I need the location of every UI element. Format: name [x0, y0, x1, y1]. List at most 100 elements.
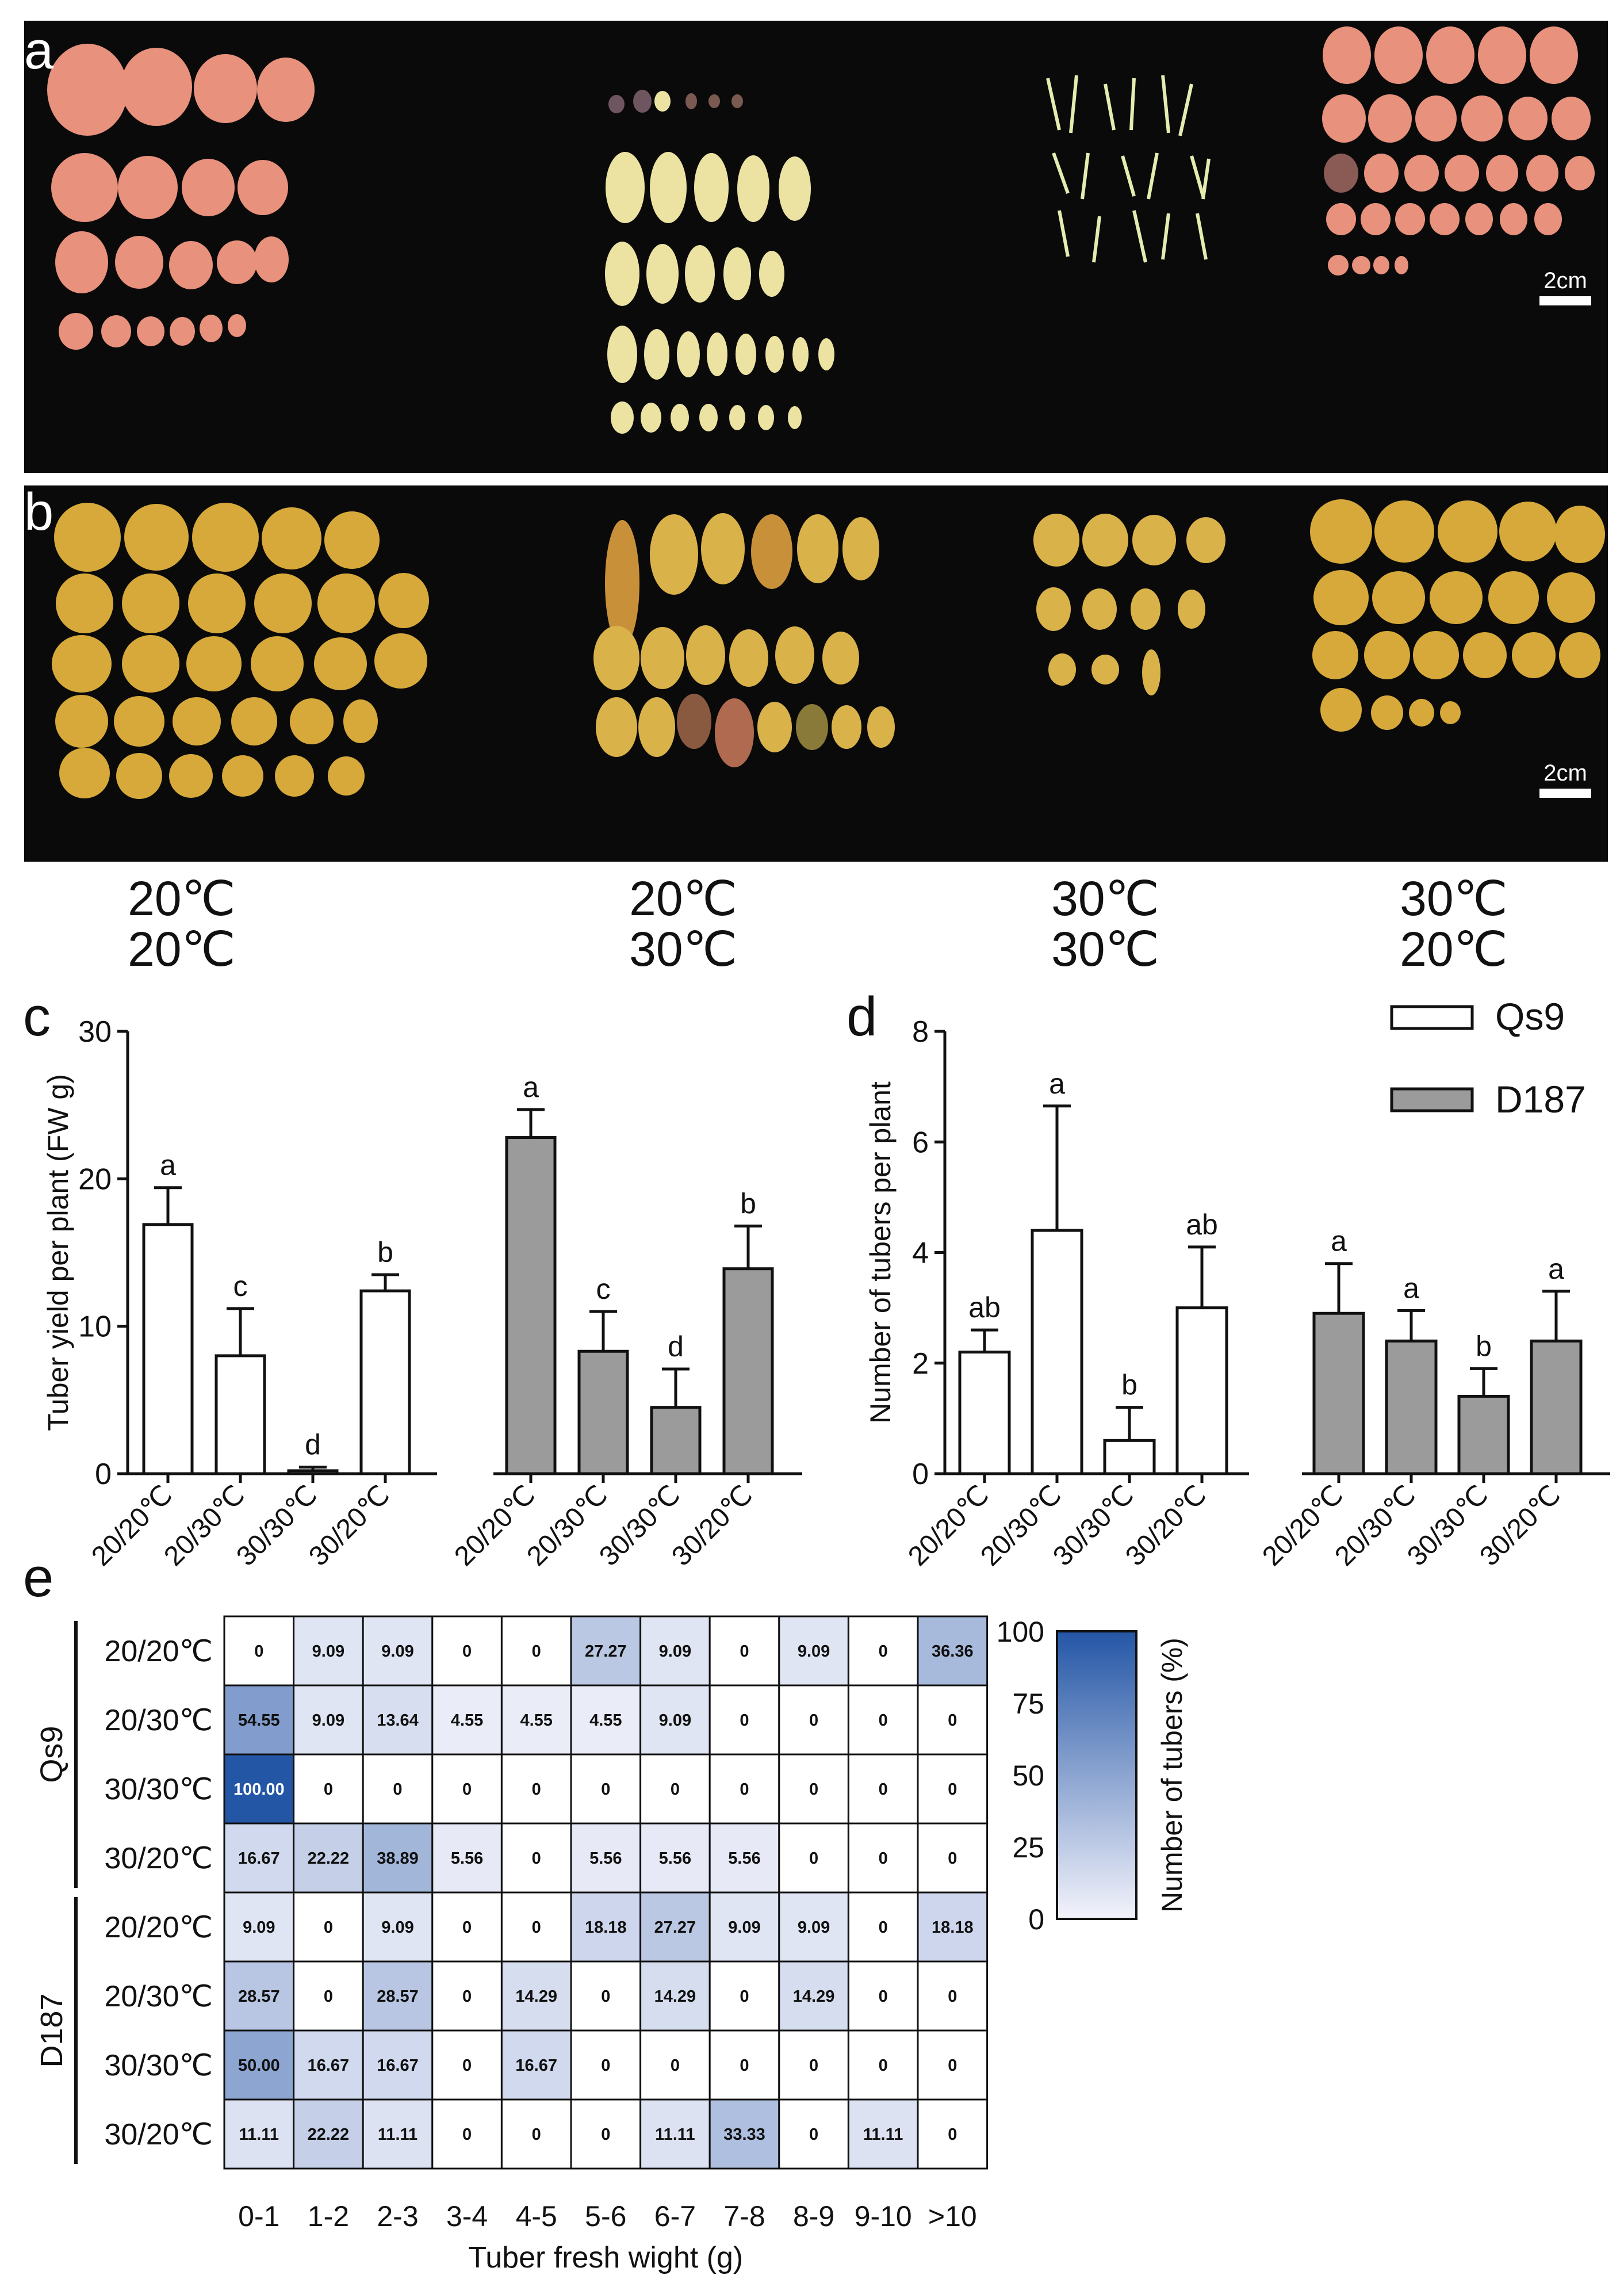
heat-value-Qs9-2-1: 0 — [324, 1780, 333, 1799]
tuber-group-b-4 — [1310, 499, 1605, 732]
legend-swatch-qs9 — [1390, 1005, 1474, 1030]
heat-col-label-0: 0-1 — [238, 2200, 279, 2232]
bar-c-Qs9-3 — [359, 1289, 411, 1475]
x-tick-label-c-Qs9-2: 30/30℃ — [231, 1479, 323, 1572]
heat-value-Qs9-2-9: 0 — [879, 1780, 888, 1799]
heat-cell-Qs9-3-3 — [431, 1822, 503, 1894]
heat-value-Qs9-0-6: 9.09 — [659, 1642, 691, 1661]
heat-cell-Qs9-1-4 — [500, 1684, 572, 1756]
heat-cell-D187-0-10 — [917, 1891, 989, 1963]
legend-label-qs9: Qs9 — [1495, 995, 1565, 1038]
y-tick-label-c-0: 0 — [95, 1458, 112, 1491]
heat-value-D187-2-0: 50.00 — [238, 2056, 280, 2075]
heat-value-D187-0-5: 18.18 — [585, 1918, 627, 1937]
heat-value-D187-1-2: 28.57 — [377, 1987, 419, 2006]
heat-row-label-D187-0: 20/20℃ — [104, 1911, 213, 1944]
group-label-Qs9: Qs9 — [35, 1726, 69, 1783]
heat-value-Qs9-3-4: 0 — [532, 1849, 541, 1868]
y-tick-label-c-1: 10 — [78, 1310, 112, 1344]
heat-cell-Qs9-1-2 — [362, 1684, 434, 1756]
heat-cell-D187-1-1 — [293, 1960, 364, 2032]
x-tick-label-c-Qs9-3: 30/20℃ — [303, 1479, 396, 1572]
y-tick-label-d-3: 6 — [912, 1126, 929, 1159]
heat-value-Qs9-3-8: 0 — [809, 1849, 818, 1868]
heat-col-label-4: 4-5 — [516, 2200, 557, 2232]
heat-cell-Qs9-3-4 — [500, 1822, 572, 1894]
heat-cell-Qs9-0-8 — [778, 1615, 849, 1687]
condition-label-1-line2: 20℃ — [128, 922, 236, 977]
heat-value-Qs9-3-7: 5.56 — [728, 1849, 760, 1868]
heat-value-Qs9-2-4: 0 — [532, 1780, 541, 1799]
heat-value-Qs9-2-3: 0 — [462, 1780, 472, 1799]
colorbar — [1056, 1630, 1137, 1920]
heat-value-D187-2-7: 0 — [740, 2056, 749, 2075]
bar-d-D187-1 — [1385, 1339, 1438, 1475]
heat-value-D187-3-4: 0 — [532, 2125, 541, 2144]
heat-cell-Qs9-3-8 — [778, 1822, 849, 1894]
heat-value-D187-2-4: 16.67 — [515, 2056, 557, 2075]
heat-value-Qs9-0-8: 9.09 — [798, 1642, 830, 1661]
condition-label-3-line2: 30℃ — [1051, 922, 1159, 977]
heat-cell-D187-3-2 — [362, 2098, 434, 2170]
heat-value-D187-2-5: 0 — [601, 2056, 610, 2075]
colorbar-tick-label-4: 100 — [997, 1616, 1044, 1648]
photo-panel-b: b 2cm — [24, 483, 1608, 862]
heat-cell-D187-1-5 — [570, 1960, 642, 2032]
tuber-group-b-1 — [52, 503, 429, 799]
colorbar-tick-label-1: 25 — [1012, 1831, 1044, 1864]
heat-value-D187-0-10: 18.18 — [932, 1918, 974, 1937]
heat-value-D187-2-1: 16.67 — [308, 2056, 350, 2075]
x-tick-label-d-D187-2: 30/30℃ — [1401, 1479, 1494, 1572]
heat-cell-Qs9-0-10 — [917, 1615, 989, 1687]
bar-c-D187-0 — [505, 1136, 557, 1475]
heat-cell-Qs9-3-6 — [639, 1822, 711, 1894]
tuber-group-b-3 — [1033, 514, 1225, 695]
heat-cell-D187-2-0 — [223, 2029, 295, 2101]
heat-row-label-Qs9-3: 30/20℃ — [104, 1842, 213, 1875]
condition-label-4-line2: 20℃ — [1400, 922, 1508, 977]
heat-value-D187-0-3: 0 — [462, 1918, 472, 1937]
heat-cell-Qs9-1-8 — [778, 1684, 849, 1756]
heat-value-Qs9-1-5: 4.55 — [589, 1711, 622, 1730]
heat-cell-Qs9-2-7 — [708, 1753, 780, 1825]
heat-row-label-Qs9-0: 20/20℃ — [104, 1635, 213, 1668]
heat-cell-D187-3-3 — [431, 2098, 503, 2170]
sig-letter-c-D187-2: d — [668, 1330, 684, 1363]
heat-value-Qs9-3-9: 0 — [879, 1849, 888, 1868]
heat-value-D187-2-8: 0 — [809, 2056, 818, 2075]
heat-value-D187-1-3: 0 — [462, 1987, 472, 2006]
heat-col-label-6: 6-7 — [654, 2200, 696, 2232]
x-tick-label-d-Qs9-0: 20/20℃ — [902, 1479, 995, 1572]
heat-value-D187-0-2: 9.09 — [381, 1918, 413, 1937]
sig-letter-d-Qs9-0: ab — [968, 1291, 1001, 1324]
heat-cell-D187-0-4 — [500, 1891, 572, 1963]
panel-letter-b: b — [24, 483, 54, 541]
bar-c-Qs9-2 — [287, 1469, 339, 1475]
heat-col-label-5: 5-6 — [585, 2200, 626, 2232]
heat-value-Qs9-0-4: 0 — [532, 1642, 541, 1661]
heat-cell-Qs9-2-2 — [362, 1753, 434, 1825]
heat-value-Qs9-1-7: 0 — [740, 1711, 749, 1730]
colorbar-tick-label-0: 0 — [1028, 1903, 1044, 1936]
heat-value-D187-2-2: 16.67 — [377, 2056, 419, 2075]
heat-value-Qs9-1-4: 4.55 — [520, 1711, 552, 1730]
heat-col-label-8: 8-9 — [793, 2200, 834, 2232]
heat-cell-Qs9-3-10 — [917, 1822, 989, 1894]
heat-col-label-9: 9-10 — [855, 2200, 912, 2232]
heat-cell-D187-3-6 — [639, 2098, 711, 2170]
tuber-group-a-2 — [605, 90, 834, 434]
tuber-photo-a — [47, 26, 1595, 434]
heat-cell-D187-1-3 — [431, 1960, 503, 2032]
condition-label-2-line1: 20℃ — [629, 871, 737, 926]
heat-value-D187-1-8: 14.29 — [793, 1987, 835, 2006]
heat-value-D187-2-6: 0 — [671, 2056, 680, 2075]
legend-label-d187: D187 — [1495, 1078, 1586, 1121]
heat-cell-D187-0-1 — [293, 1891, 364, 1963]
heat-col-label-1: 1-2 — [308, 2200, 349, 2232]
x-tick-label-c-Qs9-1: 20/30℃ — [158, 1479, 251, 1572]
heat-value-D187-1-9: 0 — [879, 1987, 888, 2006]
condition-label-3: 30℃ 30℃ — [1031, 873, 1180, 977]
heat-cell-Qs9-1-9 — [847, 1684, 919, 1756]
heat-cell-Qs9-2-8 — [778, 1753, 849, 1825]
x-tick-label-d-D187-0: 20/20℃ — [1257, 1479, 1349, 1572]
